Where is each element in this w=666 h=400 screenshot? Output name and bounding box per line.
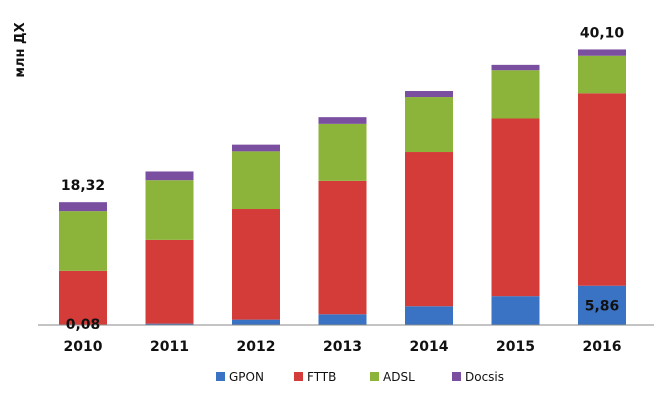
- legend-swatch-fttb: [294, 372, 303, 381]
- x-tick-label-2014: 2014: [410, 339, 449, 355]
- x-tick-label-2010: 2010: [64, 339, 103, 355]
- legend-swatch-adsl: [370, 372, 379, 381]
- bar-fttb-2010: [59, 270, 107, 325]
- legend-swatch-gpon: [216, 372, 225, 381]
- x-tick-label-2013: 2013: [323, 339, 362, 355]
- x-tick-labels: 2010 2011 2012 2013 2014 2015 2016: [64, 339, 622, 355]
- data-labels: 0,08 18,32 5,86 40,10: [61, 25, 625, 333]
- data-label-total-2016: 40,10: [580, 25, 625, 41]
- bar-fttb-2015: [491, 118, 540, 297]
- bar-gpon-2015: [491, 296, 540, 325]
- bar-adsl-2010: [59, 211, 107, 271]
- bar-adsl-2011: [145, 180, 194, 240]
- bar-docsis-2012: [232, 144, 280, 152]
- bar-adsl-2013: [318, 123, 367, 181]
- data-label-gpon-2010: 0,08: [66, 317, 101, 333]
- bar-gpon-2016: [578, 285, 626, 325]
- bar-fttb-2013: [318, 180, 367, 315]
- bar-gpon-2011: [145, 323, 194, 325]
- x-tick-label-2012: 2012: [237, 339, 276, 355]
- bar-docsis-2010: [59, 202, 107, 212]
- bar-docsis-2013: [318, 117, 367, 124]
- bar-adsl-2012: [232, 151, 280, 210]
- data-label-total-2010: 18,32: [61, 178, 105, 194]
- legend-label-docsis: Docsis: [465, 370, 504, 384]
- bar-docsis-2015: [491, 64, 540, 71]
- x-tick-label-2016: 2016: [583, 339, 622, 355]
- legend-label-adsl: ADSL: [383, 370, 415, 384]
- bar-adsl-2014: [405, 97, 453, 153]
- y-axis-label: млн ДХ: [13, 22, 28, 77]
- bar-docsis-2016: [578, 49, 626, 56]
- bar-adsl-2016: [578, 55, 626, 94]
- data-label-gpon-2016: 5,86: [585, 298, 620, 314]
- legend-label-gpon: GPON: [229, 370, 264, 384]
- legend-label-fttb: FTTB: [307, 370, 336, 384]
- bar-adsl-2015: [491, 70, 540, 119]
- bar-docsis-2014: [405, 91, 453, 98]
- legend-item-adsl: ADSL: [370, 370, 415, 384]
- bar-gpon-2012: [232, 319, 280, 325]
- legend: GPON FTTB ADSL Docsis: [216, 370, 504, 384]
- bar-fttb-2016: [578, 93, 626, 286]
- bar-docsis-2011: [145, 171, 194, 181]
- bar-gpon-2014: [405, 306, 453, 325]
- bar-fttb-2012: [232, 209, 280, 320]
- bar-gpon-2013: [318, 314, 367, 325]
- bar-fttb-2011: [145, 239, 194, 324]
- legend-item-fttb: FTTB: [294, 370, 336, 384]
- x-tick-label-2011: 2011: [150, 339, 189, 355]
- bars-layer: [59, 49, 626, 325]
- legend-swatch-docsis: [452, 372, 461, 381]
- legend-item-docsis: Docsis: [452, 370, 504, 384]
- x-tick-label-2015: 2015: [496, 339, 535, 355]
- legend-item-gpon: GPON: [216, 370, 264, 384]
- bar-fttb-2014: [405, 152, 453, 307]
